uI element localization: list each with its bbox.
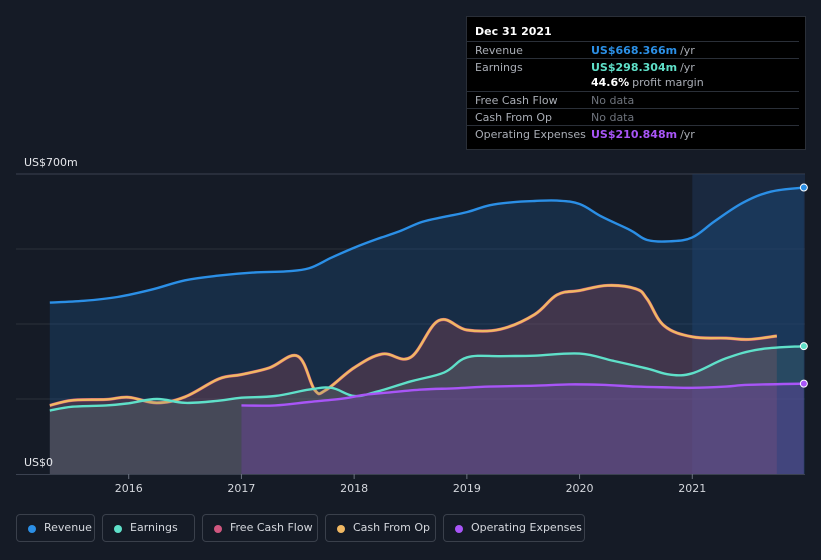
- x-tick-label: 2020: [566, 482, 594, 495]
- legend-item-cash-from-op[interactable]: Cash From Op: [325, 514, 436, 542]
- x-axis-ticks: 2016 2017 2018 2019 2020 2021: [115, 474, 706, 495]
- revenue-area: [49, 187, 804, 474]
- profit-margin-value: 44.6%: [591, 76, 630, 89]
- earnings-dot-icon: [114, 525, 122, 533]
- cash-from-op-dot-icon: [337, 525, 345, 533]
- x-tick-label: 2018: [340, 482, 368, 495]
- tooltip-row-operating-expenses: Operating Expenses US$210.848m/yr: [467, 125, 799, 142]
- tooltip-row-cash-from-op: Cash From Op No data: [467, 108, 799, 125]
- revenue-endpoint: [799, 183, 808, 192]
- tooltip-value: US$668.366m: [591, 44, 678, 57]
- profit-margin-label: profit margin: [632, 76, 704, 89]
- legend-label: Revenue: [44, 521, 92, 534]
- legend-label: Earnings: [130, 521, 178, 534]
- earnings-line: [49, 344, 804, 412]
- legend-item-earnings[interactable]: Earnings: [102, 514, 195, 542]
- tooltip-label: Operating Expenses: [475, 128, 586, 141]
- legend-item-operating-expenses[interactable]: Operating Expenses: [443, 514, 585, 542]
- legend-label: Cash From Op: [353, 521, 431, 534]
- cash-from-op-line: [49, 284, 777, 407]
- legend-item-revenue[interactable]: Revenue: [16, 514, 95, 542]
- legend-item-free-cash-flow[interactable]: Free Cash Flow: [202, 514, 318, 542]
- x-tick-label: 2016: [115, 482, 143, 495]
- tooltip-row-margin: 44.6% profit margin: [467, 74, 799, 90]
- operating-expenses-dot-icon: [455, 525, 463, 533]
- x-tick-label: 2017: [227, 482, 255, 495]
- tooltip-value: US$298.304m: [591, 61, 678, 74]
- tooltip-unit: /yr: [680, 128, 695, 141]
- grid-lines: [16, 173, 805, 400]
- tooltip-label: Earnings: [475, 61, 523, 74]
- tooltip-label: Cash From Op: [475, 111, 553, 124]
- legend-label: Free Cash Flow: [230, 521, 313, 534]
- free-cash-flow-dot-icon: [214, 525, 222, 533]
- earnings-endpoint: [799, 342, 808, 351]
- x-tick-label: 2021: [678, 482, 706, 495]
- revenue-dot-icon: [28, 525, 36, 533]
- x-tick-label: 2019: [453, 482, 481, 495]
- tooltip-value: US$210.848m: [591, 128, 678, 141]
- endpoint-markers: [799, 183, 808, 388]
- legend-label: Operating Expenses: [471, 521, 582, 534]
- tooltip-row-free-cash-flow: Free Cash Flow No data: [467, 91, 799, 108]
- tooltip-date: Dec 31 2021: [475, 25, 552, 38]
- operating-expenses-line: [241, 382, 804, 407]
- y-axis-top-label: US$700m: [24, 156, 78, 169]
- tooltip-unit: /yr: [680, 44, 695, 57]
- earnings-area: [49, 346, 804, 474]
- series-layer: [49, 186, 805, 474]
- tooltip-unit: /yr: [680, 61, 695, 74]
- revenue-line: [49, 186, 805, 304]
- tooltip-row-revenue: Revenue US$668.366m/yr: [467, 41, 799, 58]
- tooltip-row-earnings: Earnings US$298.304m/yr: [467, 58, 799, 75]
- y-axis-bottom-label: US$0: [24, 456, 53, 469]
- data-tooltip: Dec 31 2021 Revenue US$668.366m/yr Earni…: [466, 16, 806, 150]
- operating-expenses-area: [241, 383, 804, 474]
- tooltip-label: Free Cash Flow: [475, 94, 558, 107]
- tooltip-label: Revenue: [475, 44, 523, 57]
- operating-expenses-endpoint: [799, 379, 808, 388]
- tooltip-nodata: No data: [591, 111, 635, 124]
- tooltip-nodata: No data: [591, 94, 635, 107]
